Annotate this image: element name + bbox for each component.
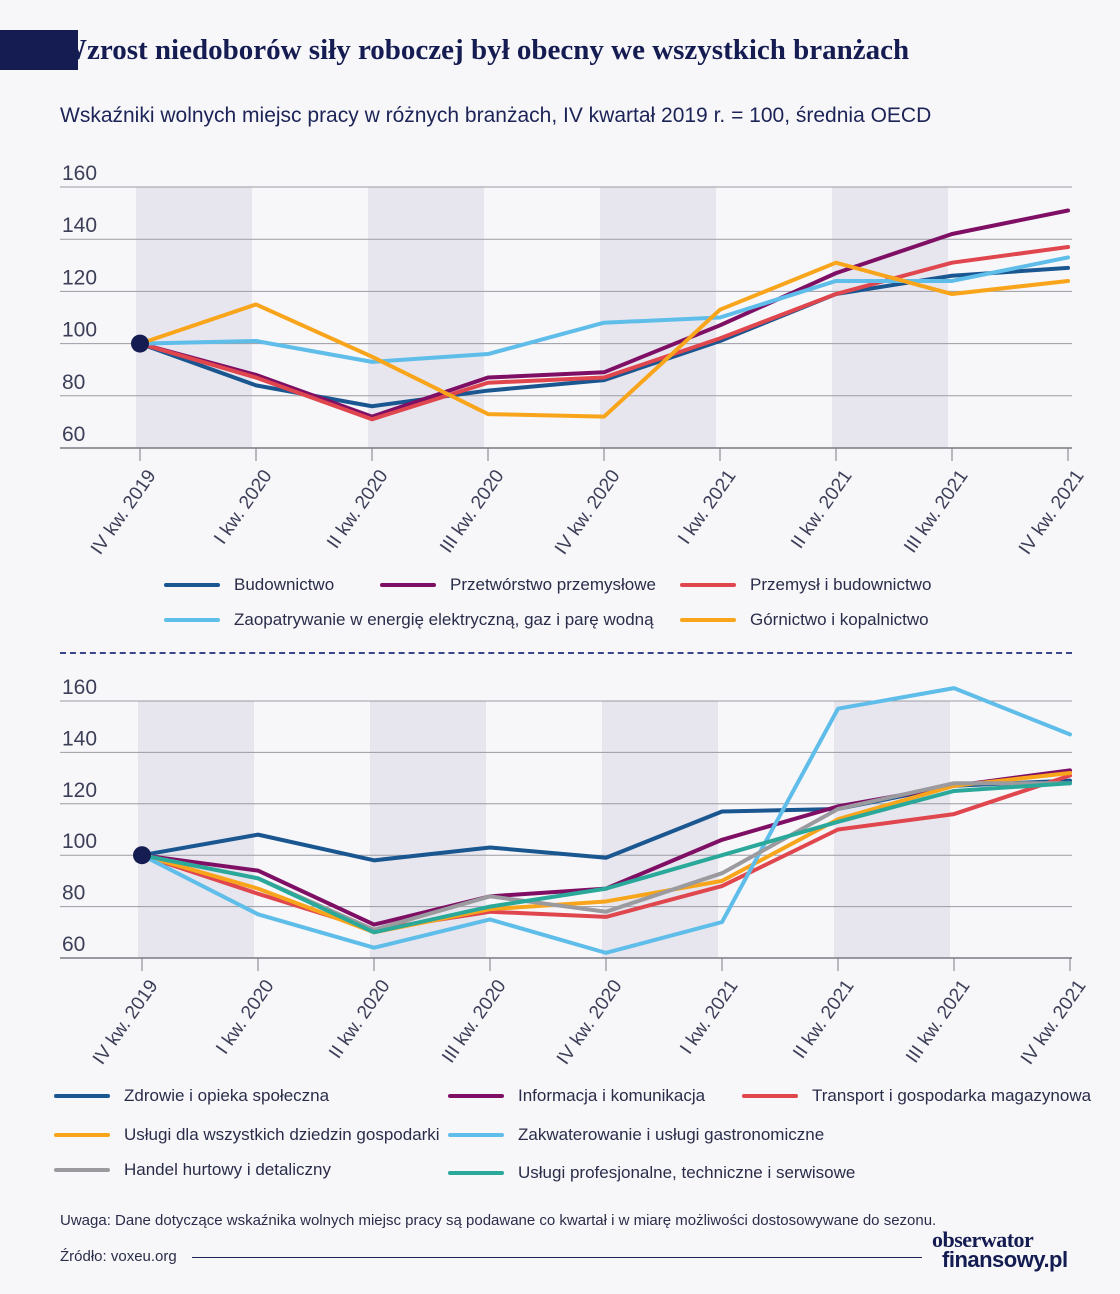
shaded-band — [834, 701, 950, 958]
legend-item: Usługi profesjonalne, techniczne i serwi… — [448, 1163, 855, 1183]
legend-item: Budownictwo — [164, 575, 334, 595]
legend-label: Handel hurtowy i detaliczny — [124, 1160, 331, 1179]
y-tick-label: 120 — [62, 779, 97, 802]
y-tick-label: 80 — [62, 371, 85, 394]
x-tick-label: I kw. 2021 — [674, 466, 740, 548]
x-tick-label: IV kw. 2021 — [1017, 976, 1091, 1069]
y-tick-label: 100 — [62, 830, 97, 853]
base-point-marker — [131, 334, 149, 353]
legend-item: Informacja i komunikacja — [448, 1086, 705, 1106]
y-tick-label: 100 — [62, 319, 97, 342]
legend-swatch — [680, 618, 736, 622]
legend-label: Przemysł i budownictwo — [750, 575, 932, 594]
x-tick-label: II kw. 2021 — [789, 976, 858, 1062]
shaded-band — [138, 701, 254, 958]
shaded-band — [368, 187, 484, 448]
chart-title: Wzrost niedoborów siły roboczej był obec… — [58, 34, 910, 66]
x-tick-label: III kw. 2021 — [902, 976, 974, 1067]
y-tick-label: 60 — [62, 933, 85, 956]
y-tick-label: 160 — [62, 676, 97, 699]
legend-swatch — [680, 583, 736, 587]
legend-swatch — [448, 1171, 504, 1175]
x-tick-label: I kw. 2020 — [212, 976, 278, 1058]
source-rule — [192, 1257, 922, 1258]
legend-label: Transport i gospodarka magazynowa — [812, 1086, 1092, 1105]
legend-swatch — [54, 1168, 110, 1172]
shaded-band — [602, 701, 718, 958]
legend-label: Przetwórstwo przemysłowe — [450, 575, 656, 594]
x-tick-label: II kw. 2020 — [325, 976, 394, 1062]
x-tick-label: I kw. 2021 — [676, 976, 742, 1058]
y-tick-label: 140 — [62, 214, 97, 237]
series-line — [138, 245, 1070, 422]
legend-item: Przemysł i budownictwo — [680, 575, 931, 595]
legend-item: Przetwórstwo przemysłowe — [380, 575, 656, 595]
title-accent-bar — [0, 30, 78, 70]
x-tick-label: IV kw. 2019 — [87, 466, 161, 559]
chart-1: 60 80 100 120 140 160 IV kw. 2019 I kw. 2020 II … — [60, 162, 1089, 559]
legend-label: Informacja i komunikacja — [518, 1086, 706, 1105]
legend-label: Budownictwo — [234, 575, 335, 594]
x-tick-label: IV kw. 2021 — [1015, 466, 1089, 559]
x-tick-label: III kw. 2021 — [900, 466, 972, 557]
legend-label: Zdrowie i opieka społeczna — [124, 1086, 330, 1105]
legend-swatch — [380, 583, 436, 587]
charts-divider — [60, 652, 1072, 654]
legend-label: Usługi dla wszystkich dziedzin gospodark… — [124, 1125, 440, 1144]
x-tick-label: IV kw. 2020 — [551, 466, 625, 559]
x-tick-label: IV kw. 2020 — [553, 976, 627, 1069]
legend-swatch — [742, 1094, 798, 1098]
legend-item: Handel hurtowy i detaliczny — [54, 1160, 331, 1180]
y-tick-label: 160 — [62, 162, 97, 185]
y-tick-label: 60 — [62, 423, 85, 446]
legend-item: Zakwaterowanie i usługi gastronomiczne — [448, 1125, 824, 1145]
series-line — [140, 770, 1072, 935]
legend-swatch — [54, 1133, 110, 1137]
legend-item: Transport i gospodarka magazynowa — [742, 1086, 1091, 1106]
legend-label: Usługi profesjonalne, techniczne i serwi… — [518, 1163, 856, 1182]
legend-item: Zdrowie i opieka społeczna — [54, 1086, 329, 1106]
brand-logo: obserwator finansowy.pl — [932, 1227, 1068, 1272]
y-tick-label: 80 — [62, 882, 85, 905]
x-tick-label: I kw. 2020 — [210, 466, 276, 548]
legend-item: Górnictwo i kopalnictwo — [680, 610, 929, 630]
legend-label: Górnictwo i kopalnictwo — [750, 610, 929, 629]
brand-line2: finansowy.pl — [942, 1247, 1068, 1272]
legend-swatch — [164, 583, 220, 587]
series-line — [138, 260, 1070, 419]
legend-label: Zaopatrywanie w energię elektryczną, gaz… — [234, 610, 654, 629]
series-line — [138, 208, 1070, 419]
legend-swatch — [448, 1133, 504, 1137]
chart-subtitle: Wskaźniki wolnych miejsc pracy w różnych… — [60, 104, 932, 127]
footnote: Uwaga: Dane dotyczące wskaźnika wolnych … — [60, 1212, 937, 1229]
legend-swatch — [164, 618, 220, 622]
x-tick-label: III kw. 2020 — [438, 976, 510, 1067]
x-tick-label: II kw. 2021 — [787, 466, 856, 552]
x-tick-label: IV kw. 2019 — [89, 976, 163, 1069]
source-label: Źródło: voxeu.org — [60, 1248, 177, 1265]
legend-item: Zaopatrywanie w energię elektryczną, gaz… — [164, 610, 654, 630]
shaded-band — [136, 187, 252, 448]
series-line — [140, 686, 1072, 955]
legend-label: Zakwaterowanie i usługi gastronomiczne — [518, 1125, 825, 1144]
brand-line1: obserwator — [932, 1227, 1034, 1252]
legend-item: Usługi dla wszystkich dziedzin gospodark… — [54, 1125, 440, 1145]
series-line — [140, 773, 1072, 932]
x-tick-label: III kw. 2020 — [436, 466, 508, 557]
series-line — [138, 255, 1070, 364]
y-tick-label: 120 — [62, 266, 97, 289]
series-line — [140, 781, 1072, 935]
shaded-band — [832, 187, 948, 448]
y-tick-label: 140 — [62, 727, 97, 750]
base-point-marker — [133, 846, 151, 865]
legend-swatch — [54, 1094, 110, 1098]
legend-swatch — [448, 1094, 504, 1098]
x-tick-label: II kw. 2020 — [323, 466, 392, 552]
chart-2: 60 80 100 120 140 160 IV kw. 2019 I kw. 2020 II … — [60, 676, 1091, 1069]
